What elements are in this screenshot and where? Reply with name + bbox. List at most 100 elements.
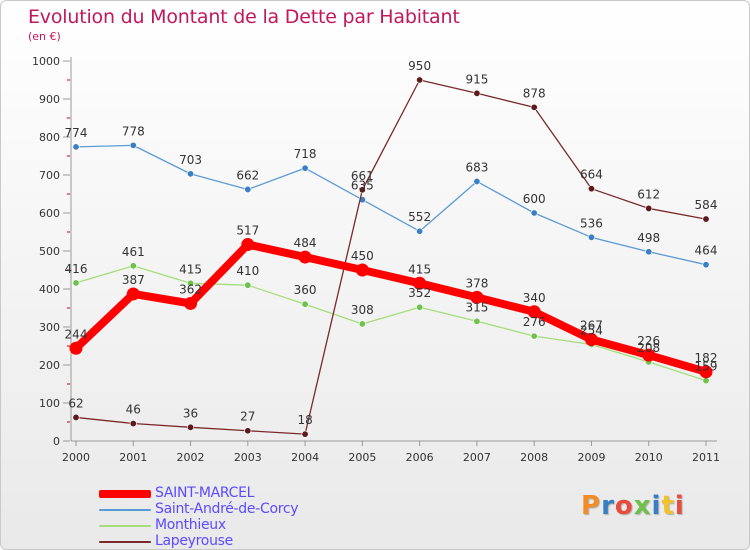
data-label: 552	[408, 210, 431, 224]
data-point	[473, 89, 481, 97]
data-label: 18	[297, 413, 312, 427]
data-label: 498	[637, 231, 660, 245]
data-point	[702, 215, 710, 223]
data-point	[473, 317, 481, 325]
data-point	[187, 423, 195, 431]
data-point	[72, 279, 80, 287]
data-label: 536	[580, 216, 603, 230]
data-point	[702, 261, 710, 269]
legend-swatch	[99, 525, 151, 527]
data-point	[129, 420, 137, 428]
data-label: 244	[65, 327, 88, 341]
data-point	[645, 248, 653, 256]
series-2	[72, 262, 710, 385]
data-point	[355, 263, 369, 277]
logo-letter: i	[674, 491, 685, 521]
data-point	[129, 141, 137, 149]
data-label: 517	[236, 224, 259, 238]
data-point	[530, 332, 538, 340]
data-label: 46	[126, 403, 141, 417]
data-label: 662	[236, 168, 259, 182]
y-tick-label: 100	[39, 397, 60, 410]
y-tick-label: 700	[39, 169, 60, 182]
data-label: 36	[183, 406, 198, 420]
data-label: 600	[523, 192, 546, 206]
y-tick-label: 400	[39, 283, 60, 296]
x-tick-label: 2004	[291, 451, 319, 464]
data-point	[416, 76, 424, 84]
data-point	[584, 333, 598, 347]
x-tick-label: 2008	[520, 451, 548, 464]
logo-letter: o	[614, 491, 634, 521]
data-point	[244, 281, 252, 289]
data-label: 315	[465, 300, 488, 314]
y-tick-label: 800	[39, 131, 60, 144]
data-label: 276	[523, 315, 546, 329]
data-point	[530, 103, 538, 111]
x-tick-label: 2007	[463, 451, 491, 464]
y-tick-label: 200	[39, 359, 60, 372]
series-0	[69, 238, 713, 379]
data-label: 378	[465, 276, 488, 290]
chart-subtitle: (en €)	[28, 30, 61, 43]
logo-letter: P	[581, 491, 602, 521]
logo-letter: r	[601, 491, 615, 521]
legend-label: SAINT-MARCEL	[155, 485, 255, 501]
legend-label: Monthieux	[155, 517, 226, 533]
x-tick-label: 2006	[406, 451, 434, 464]
data-point	[72, 143, 80, 151]
data-point	[473, 177, 481, 185]
data-point	[298, 250, 312, 264]
data-point	[587, 233, 595, 241]
legend-swatch	[99, 541, 151, 543]
data-label: 415	[408, 262, 431, 276]
data-label: 661	[351, 169, 374, 183]
data-label: 340	[523, 291, 546, 305]
data-label: 308	[351, 303, 374, 317]
series-labels-1: 774 778 703 662 718 635 552 683 600 536 498 464	[65, 124, 718, 257]
data-point	[244, 185, 252, 193]
data-label: 464	[695, 244, 718, 258]
x-tick-label: 2011	[692, 451, 720, 464]
data-label: 461	[122, 245, 145, 259]
data-point	[301, 300, 309, 308]
x-tick-label: 2003	[234, 451, 262, 464]
data-point	[187, 170, 195, 178]
x-tick-label: 2002	[177, 451, 205, 464]
series-line	[72, 240, 710, 376]
logo-letter: i	[651, 491, 662, 521]
data-label: 387	[122, 273, 145, 287]
data-point	[129, 262, 137, 270]
data-label: 635	[351, 179, 374, 193]
series-line	[75, 144, 707, 266]
data-point	[69, 341, 83, 355]
data-label: 774	[65, 126, 88, 140]
y-tick-label: 0	[53, 435, 60, 448]
data-point	[645, 204, 653, 212]
data-point	[358, 186, 366, 194]
logo-letter: t	[661, 491, 675, 521]
data-label: 584	[695, 198, 718, 212]
data-label: 360	[294, 283, 317, 297]
y-tick-label: 900	[39, 93, 60, 106]
y-tick-label: 1000	[32, 55, 60, 68]
data-point	[187, 279, 195, 287]
proxiti-logo: Proxiti	[581, 491, 685, 521]
data-point	[527, 305, 541, 319]
x-tick-label: 2010	[635, 451, 663, 464]
data-label: 950	[408, 59, 431, 73]
x-tick-label: 2000	[62, 451, 90, 464]
data-label: 410	[236, 264, 259, 278]
y-tick-label: 500	[39, 245, 60, 258]
data-label: 915	[465, 72, 488, 86]
data-label: 182	[695, 351, 718, 365]
data-label: 208	[637, 341, 660, 355]
data-point	[530, 209, 538, 217]
data-point	[587, 185, 595, 193]
data-label: 612	[637, 187, 660, 201]
data-point	[184, 296, 198, 310]
data-label: 778	[122, 124, 145, 138]
series-labels-0: 244 387 362 517 484 450 415 378 340 267 226 182	[65, 224, 718, 365]
data-label: 718	[294, 147, 317, 161]
